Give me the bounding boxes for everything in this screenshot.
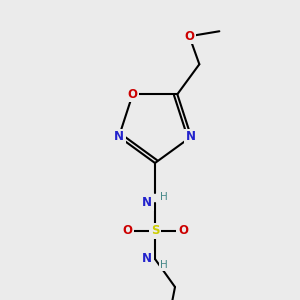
Text: N: N bbox=[142, 196, 152, 209]
Text: S: S bbox=[151, 224, 159, 238]
Text: O: O bbox=[128, 88, 138, 101]
Text: H: H bbox=[160, 260, 168, 270]
Text: N: N bbox=[186, 130, 196, 143]
Text: O: O bbox=[178, 224, 188, 238]
Text: N: N bbox=[114, 130, 124, 143]
Text: O: O bbox=[122, 224, 132, 238]
Text: H: H bbox=[160, 192, 168, 202]
Text: N: N bbox=[142, 253, 152, 266]
Text: O: O bbox=[184, 30, 194, 43]
